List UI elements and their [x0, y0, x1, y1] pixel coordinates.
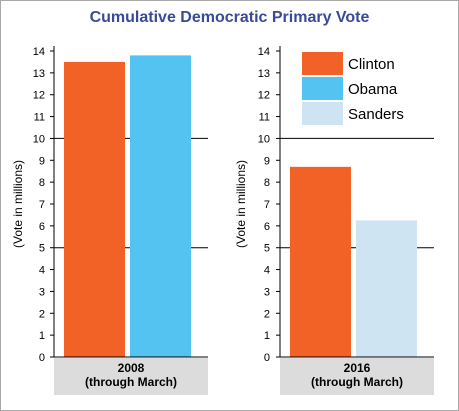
x-category-label-line: 2008	[118, 361, 145, 375]
y-tick-label: 4	[264, 265, 270, 277]
y-tick-label: 4	[39, 265, 45, 277]
x-category-label-line: 2016	[344, 361, 371, 375]
legend-label-obama: Obama	[348, 81, 398, 98]
y-tick-label: 11	[259, 112, 270, 124]
legend-swatch-clinton	[302, 52, 343, 75]
y-tick-label: 9	[39, 155, 45, 167]
y-tick-label: 14	[258, 46, 270, 58]
y-tick-label: 1	[264, 330, 270, 342]
y-tick-label: 3	[39, 286, 45, 298]
y-tick-label: 8	[39, 177, 45, 189]
y-tick-label: 10	[33, 133, 45, 145]
y-tick-label: 13	[258, 68, 270, 80]
legend-swatch-sanders	[302, 102, 343, 125]
y-tick-label: 2	[39, 308, 45, 320]
legend-label-sanders: Sanders	[348, 106, 404, 123]
legend-label-clinton: Clinton	[348, 56, 395, 73]
x-category-label-line: (through March)	[85, 375, 177, 389]
y-tick-label: 8	[264, 177, 270, 189]
y-tick-label: 13	[33, 68, 45, 80]
y-tick-label: 10	[258, 133, 270, 145]
y-tick-label: 5	[39, 243, 45, 255]
y-tick-label: 12	[258, 90, 270, 102]
y-axis-label: (Vote in millions)	[234, 160, 248, 248]
y-tick-label: 0	[39, 352, 45, 364]
y-tick-label: 14	[33, 46, 45, 58]
bar-clinton	[290, 166, 351, 357]
y-tick-label: 1	[39, 330, 45, 342]
bar-clinton	[64, 61, 125, 358]
y-tick-label: 5	[264, 243, 270, 255]
category-label-band	[280, 358, 434, 395]
y-axis-label: (Vote in millions)	[11, 160, 25, 248]
category-label-band	[54, 358, 208, 395]
bar-obama	[130, 55, 191, 357]
x-category-label: 2016 (through March)	[311, 361, 403, 389]
y-tick-label: 11	[34, 112, 45, 124]
y-tick-label: 9	[264, 155, 270, 167]
y-tick-label: 7	[264, 199, 270, 211]
bar-sanders	[356, 220, 417, 357]
x-category-label-line: (through March)	[311, 375, 403, 389]
x-category-label: 2008 (through March)	[85, 361, 177, 389]
chart-title: Cumulative Democratic Primary Vote	[89, 9, 370, 26]
y-tick-label: 3	[264, 286, 270, 298]
y-tick-label: 12	[33, 90, 45, 102]
y-tick-label: 6	[39, 221, 45, 233]
y-tick-label: 0	[264, 352, 270, 364]
y-tick-label: 7	[39, 199, 45, 211]
y-tick-label: 2	[264, 308, 270, 320]
y-tick-label: 6	[264, 221, 270, 233]
legend-swatch-obama	[302, 77, 343, 100]
